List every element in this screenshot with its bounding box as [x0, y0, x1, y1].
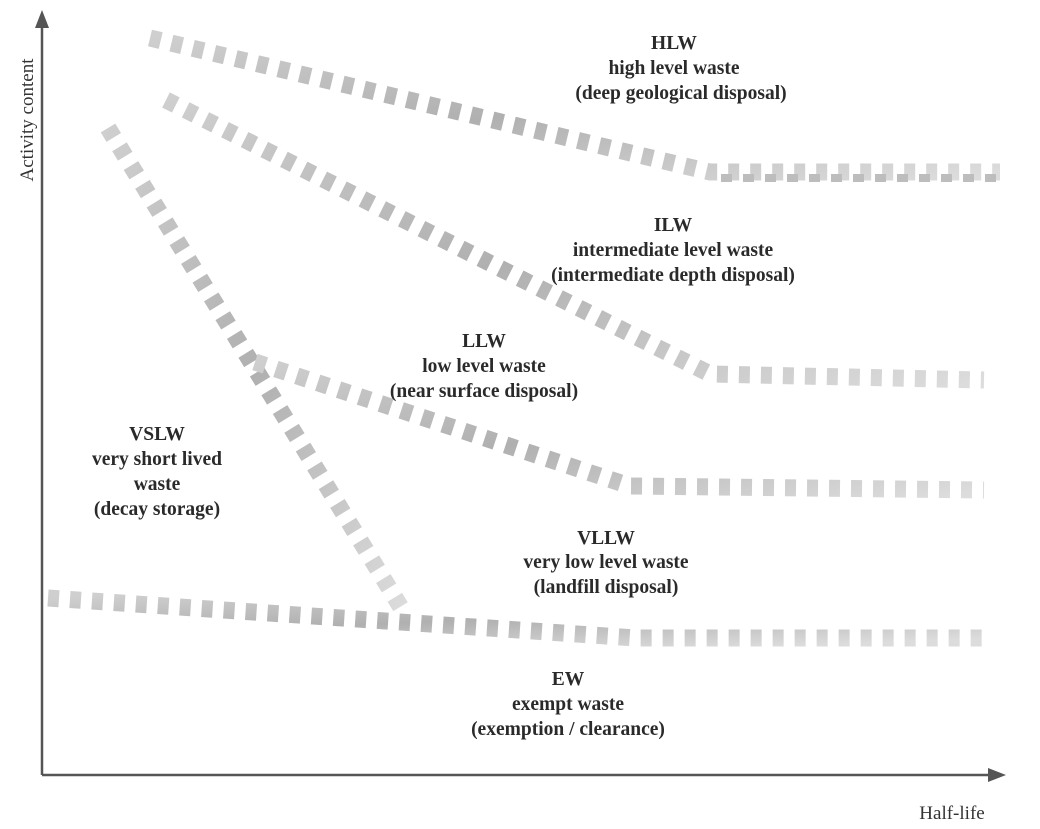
vslw-disposal: (decay storage) — [94, 499, 220, 520]
llw-disposal: (near surface disposal) — [390, 381, 578, 402]
label-vslw: VSLW very short lived waste (decay stora… — [92, 424, 222, 520]
ew-disposal: (exemption / clearance) — [471, 719, 665, 740]
ilw-name: intermediate level waste — [573, 240, 774, 261]
label-hlw: HLW high level waste (deep geological di… — [575, 33, 786, 104]
boundary-hlw-ilw — [148, 29, 1000, 181]
vslw-abbr: VSLW — [129, 424, 185, 445]
boundary-vslw — [100, 123, 413, 619]
vslw-name-line1: very short lived — [92, 449, 222, 470]
vslw-name-line2: waste — [134, 474, 181, 495]
hlw-name: high level waste — [608, 58, 739, 79]
label-vllw: VLLW very low level waste (landfill disp… — [523, 528, 688, 598]
boundary-ilw-llw — [162, 92, 985, 389]
y-axis-label: Activity content — [17, 58, 38, 182]
hlw-disposal: (deep geological disposal) — [575, 83, 786, 104]
boundaries — [47, 29, 1000, 647]
ilw-disposal: (intermediate depth disposal) — [551, 265, 795, 286]
hlw-abbr: HLW — [651, 33, 697, 54]
llw-abbr: LLW — [462, 331, 506, 352]
ew-abbr: EW — [552, 669, 585, 690]
axes: Activity content Half-life — [17, 10, 1006, 824]
boundary-vllw-ew — [47, 589, 984, 647]
label-ilw: ILW intermediate level waste (intermedia… — [551, 215, 795, 286]
ew-name: exempt waste — [512, 694, 624, 715]
label-llw: LLW low level waste (near surface dispos… — [390, 331, 578, 402]
label-ew: EW exempt waste (exemption / clearance) — [471, 669, 665, 740]
vllw-disposal: (landfill disposal) — [534, 577, 679, 598]
llw-name: low level waste — [422, 356, 546, 377]
x-axis-label: Half-life — [919, 803, 984, 824]
x-axis-arrow — [988, 768, 1006, 782]
vllw-name: very low level waste — [523, 552, 688, 573]
vllw-abbr: VLLW — [577, 528, 635, 549]
ilw-abbr: ILW — [654, 215, 693, 236]
y-axis-arrow — [35, 10, 49, 28]
